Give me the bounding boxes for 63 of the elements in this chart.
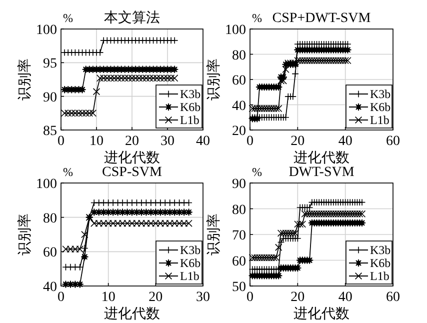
x-tick-label: 20 [290, 134, 305, 149]
y-axis-title: 识别率 [17, 214, 33, 256]
x-axis-title: 进化代数 [104, 150, 160, 166]
chart-title: DWT-SVM [288, 165, 355, 180]
y-tick-label: 95 [43, 56, 57, 72]
y-tick-label: 40 [232, 98, 246, 114]
x-tick-label: 10 [101, 290, 116, 305]
x-tick-label: 60 [386, 290, 400, 305]
text: % [63, 11, 73, 25]
x-tick-label: 20 [148, 290, 163, 305]
chart-title: 本文算法 [104, 10, 160, 26]
y-tick-label: 100 [225, 23, 246, 38]
y-tick-label: 20 [232, 124, 246, 139]
x-tick-label: 40 [196, 134, 210, 149]
legend-label: K3b [180, 243, 201, 257]
y-tick-label: 60 [43, 246, 57, 261]
legend-label: K6b [370, 100, 391, 114]
legend-label: L1b [180, 113, 200, 127]
y-axis-title: 识别率 [206, 214, 222, 256]
x-tick-label: 40 [338, 134, 352, 149]
x-tick-label: 30 [196, 290, 210, 305]
y-tick-label: 85 [43, 124, 57, 139]
x-tick-label: 30 [160, 134, 174, 149]
y-axis-title: 识别率 [17, 58, 33, 100]
chart-title: CSP+DWT-SVM [272, 11, 372, 26]
x-tick-label: 20 [125, 134, 139, 149]
chart-title: CSP-SVM [102, 165, 163, 180]
x-axis-title: 进化代数 [104, 306, 160, 322]
text: % [252, 165, 262, 179]
x-axis-title: 进化代数 [294, 306, 350, 322]
legend-label: K6b [180, 256, 201, 270]
text: % [252, 11, 262, 25]
y-tick-label: 40 [43, 280, 57, 295]
y-tick-label: 80 [43, 211, 57, 226]
y-tick-label: 60 [232, 254, 246, 270]
legend-label: L1b [370, 113, 390, 127]
x-tick-label: 0 [246, 290, 254, 305]
y-tick-label: 80 [232, 202, 246, 218]
x-tick-label: 20 [290, 290, 305, 305]
x-tick-label: 40 [338, 290, 352, 305]
x-tick-label: 0 [246, 134, 254, 149]
legend-label: K3b [370, 87, 391, 101]
legend-label: K6b [370, 256, 391, 270]
y-axis-title: 识别率 [206, 58, 222, 100]
y-tick-label: 70 [232, 228, 246, 244]
legend-label: L1b [180, 269, 200, 283]
y-tick-label: 80 [232, 48, 246, 64]
legend-label: K6b [180, 100, 201, 114]
legend-label: K3b [370, 243, 391, 257]
y-tick-label: 50 [232, 280, 246, 295]
legend-label: L1b [370, 269, 390, 283]
x-tick-label: 10 [90, 134, 104, 149]
x-tick-label: 0 [58, 134, 64, 149]
text: % [63, 165, 73, 179]
y-tick-label: 60 [232, 74, 246, 88]
y-tick-label: 90 [232, 177, 246, 192]
x-axis-title: 进化代数 [294, 150, 350, 166]
y-tick-label: 100 [36, 23, 57, 38]
legend-label: K3b [180, 87, 201, 101]
x-tick-label: 60 [386, 134, 400, 149]
y-tick-label: 90 [43, 90, 57, 106]
x-tick-label: 0 [58, 290, 64, 305]
y-tick-label: 100 [36, 177, 57, 192]
